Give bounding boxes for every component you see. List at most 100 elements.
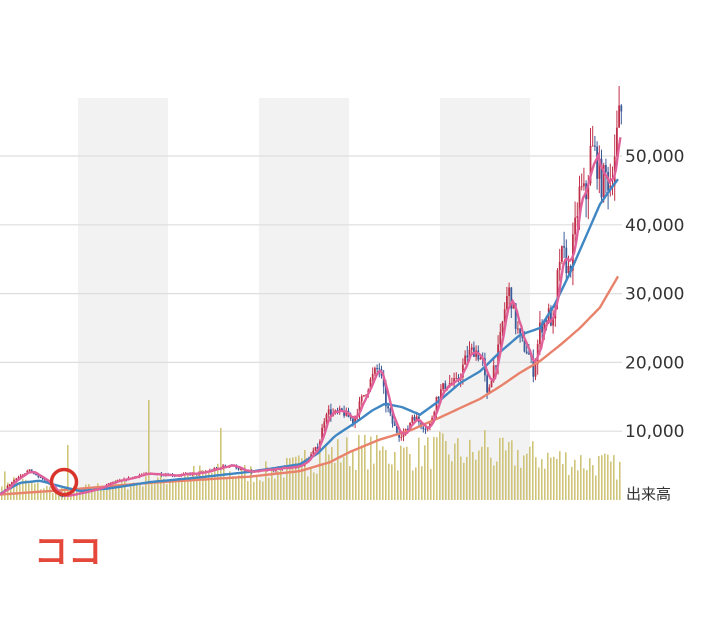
- volume-bar: [355, 469, 357, 500]
- candle-body: [576, 216, 579, 218]
- candle-body: [455, 377, 458, 379]
- volume-bar: [364, 434, 366, 500]
- volume-bar: [604, 453, 606, 500]
- volume-bar: [553, 456, 555, 500]
- volume-bar: [163, 478, 165, 500]
- volume-bar: [283, 477, 285, 500]
- candle-body: [600, 158, 603, 198]
- candle-body: [26, 470, 29, 474]
- candle-body: [424, 429, 427, 431]
- volume-bar: [322, 464, 324, 500]
- volume-bar: [268, 477, 270, 500]
- volume-bar: [100, 488, 102, 500]
- volume-bar: [484, 430, 486, 500]
- candle-body: [6, 485, 9, 490]
- y-tick-label: 10,000: [625, 422, 684, 442]
- volume-bar: [136, 482, 138, 500]
- volume-bar: [529, 446, 531, 500]
- volume-bar: [319, 451, 321, 500]
- candle-body: [598, 158, 601, 179]
- volume-bar: [619, 461, 621, 500]
- candle-body: [556, 270, 559, 303]
- volume-bar: [433, 436, 435, 500]
- candle-body: [365, 394, 367, 396]
- candle-body: [440, 389, 442, 399]
- volume-bar: [397, 470, 399, 500]
- candle-body: [523, 338, 526, 352]
- volume-bar: [550, 457, 552, 500]
- candle-body: [519, 328, 521, 334]
- candle-body: [492, 365, 495, 381]
- volume-bars: [1, 400, 621, 500]
- candle-body: [343, 410, 345, 416]
- candle-body: [512, 303, 515, 309]
- candle-body: [503, 309, 506, 322]
- volume-bar: [202, 470, 204, 500]
- volume-bar: [184, 475, 186, 500]
- volume-bar: [493, 465, 495, 500]
- volume-bar: [379, 450, 381, 500]
- volume-bar: [598, 456, 600, 500]
- volume-bar: [523, 455, 525, 500]
- candle-body: [594, 145, 596, 147]
- volume-bar: [610, 461, 612, 500]
- volume-bar: [298, 455, 300, 500]
- candle-body: [41, 477, 44, 480]
- candle-body: [369, 379, 372, 391]
- candle-body: [385, 386, 387, 407]
- volume-bar: [169, 479, 171, 500]
- volume-bar: [277, 470, 279, 500]
- candle-body: [435, 396, 438, 412]
- volume-bar: [472, 452, 474, 500]
- volume-bar: [589, 458, 591, 500]
- period-band: [259, 98, 349, 500]
- volume-bar: [148, 400, 150, 500]
- candle-body: [426, 427, 429, 430]
- volume-bar: [271, 468, 273, 500]
- candle-body: [321, 427, 323, 442]
- candle-body: [462, 364, 464, 378]
- volume-bar: [439, 431, 441, 500]
- volume-bar: [595, 475, 597, 500]
- volume-bar: [115, 479, 117, 500]
- volume-bar: [22, 479, 24, 500]
- volume-bar: [562, 464, 564, 500]
- volume-bar: [403, 447, 405, 500]
- volume-bar: [445, 440, 447, 500]
- candle-body: [39, 476, 42, 478]
- volume-bar: [502, 437, 504, 500]
- candle-body: [563, 246, 565, 248]
- candle-body: [402, 432, 405, 437]
- candle-body: [464, 355, 466, 365]
- candle-body: [477, 350, 480, 360]
- volume-bar: [130, 486, 132, 500]
- candle-body: [488, 387, 491, 393]
- volume-bar: [475, 459, 477, 500]
- volume-bar: [328, 454, 330, 500]
- candle-body: [378, 368, 381, 370]
- candle-body: [354, 416, 356, 424]
- volume-bar: [244, 465, 246, 500]
- volume-bar: [388, 463, 390, 500]
- candle-body: [382, 375, 385, 387]
- volume-bar: [112, 487, 114, 500]
- volume-bar: [187, 472, 189, 500]
- candle-body: [528, 353, 530, 355]
- volume-bar: [394, 452, 396, 500]
- volume-bar: [58, 490, 60, 500]
- candle-body: [17, 477, 20, 479]
- candle-body: [11, 482, 13, 485]
- candle-body: [453, 378, 455, 383]
- candle-body: [327, 409, 330, 415]
- volume-bar: [211, 472, 213, 500]
- volume-bar: [301, 458, 303, 500]
- candle-body: [389, 408, 392, 414]
- candle-body: [616, 127, 618, 157]
- candle-body: [501, 321, 504, 332]
- volume-bar: [487, 447, 489, 500]
- volume-axis-label: 出来高: [626, 485, 671, 503]
- volume-bar: [412, 470, 414, 500]
- volume-bar: [247, 481, 249, 500]
- volume-bar: [421, 466, 423, 500]
- candle-body: [534, 364, 537, 377]
